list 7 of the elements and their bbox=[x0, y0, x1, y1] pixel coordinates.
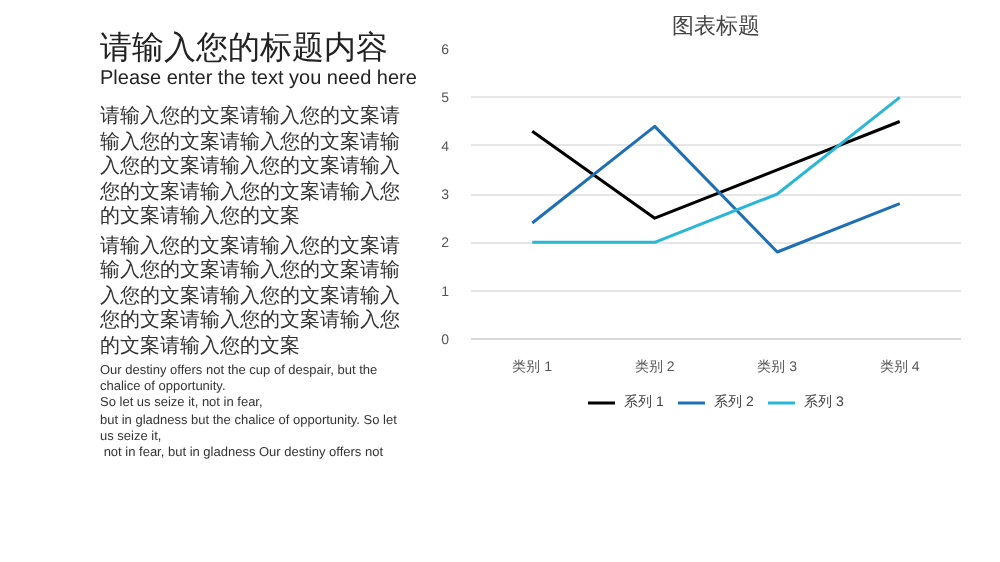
line-series bbox=[530, 120, 902, 220]
text: 请输入您的标题内容 bbox=[100, 32, 388, 66]
text: 请输入您的文案请输入您的文案请输入您的文案请输入您的文案请输入您的文案请输入您的文案请输入您的文案请输入您的文案请输入您的文案请输入您的文案 bbox=[100, 235, 400, 361]
text: Please enter the text you need here bbox=[100, 65, 417, 94]
chart-title: 图表标题 bbox=[672, 13, 760, 39]
text: 请输入您的文案请输入您的文案请输入您的文案请输入您的文案请输入您的文案请输入您的文案请输入您的文案请输入您的文案请输入您的文案请输入您的文案 bbox=[100, 106, 400, 232]
line-series bbox=[530, 124, 902, 254]
